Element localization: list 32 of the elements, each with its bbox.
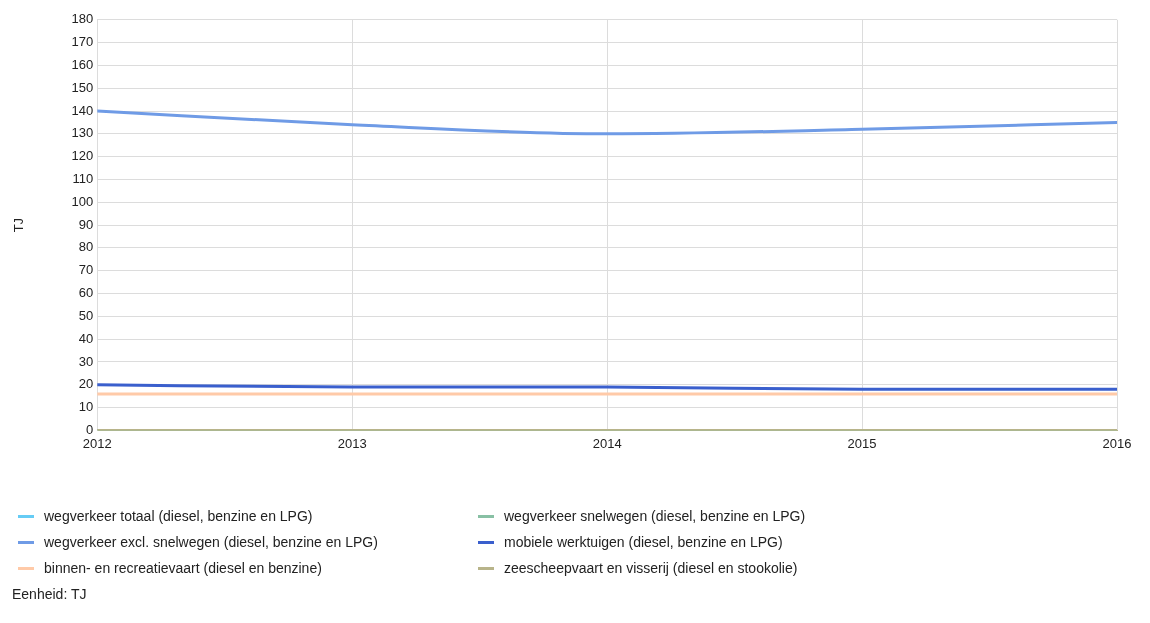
x-tick-label: 2016 [1102,435,1132,451]
y-tick-label: 10 [78,399,94,415]
y-tick-label: 110 [72,171,94,187]
y-tick-label: 120 [71,148,94,164]
text: Eenheid: TJ [12,586,88,602]
y-tick-label: 170 [71,34,94,50]
y-tick-label: 160 [71,57,94,72]
x-tick-label: 2012 [82,435,112,451]
y-tick-label: 50 [78,307,94,323]
y-tick-label: 20 [78,376,94,392]
x-tick-label: 2013 [337,435,367,451]
y-tick-label: 80 [78,239,94,255]
legend-label: wegverkeer snelwegen (diesel, benzine en LPG) [504,508,806,524]
y-tick-label: 180 [71,11,94,27]
legend-label: wegverkeer excl. snelwegen (diesel, benzine en LPG) [44,534,378,550]
legend-label: zeescheepvaart en visserij (diesel en stookolie) [504,560,798,576]
legend-label: mobiele werktuigen (diesel, benzine en LPG) [504,534,783,550]
y-tick-label: 60 [78,285,94,301]
y-tick-label: 40 [78,330,94,346]
y-tick-label: 140 [71,102,94,118]
y-tick-label: 90 [78,216,94,232]
y-tick-label: 70 [78,262,94,278]
x-tick-label: 2014 [592,435,622,451]
legend-label: binnen- en recreatievaart (diesel en benzine) [44,560,322,576]
y-axis-title: TJ [11,217,27,233]
legend-label: wegverkeer totaal (diesel, benzine en LPG) [44,508,313,524]
y-tick-label: 30 [78,353,94,369]
y-tick-label: 130 [71,125,94,141]
y-tick-label: 0 [86,421,94,437]
y-tick-label: 150 [71,79,94,95]
x-tick-label: 2015 [847,435,877,451]
y-tick-label: 100 [71,193,94,209]
